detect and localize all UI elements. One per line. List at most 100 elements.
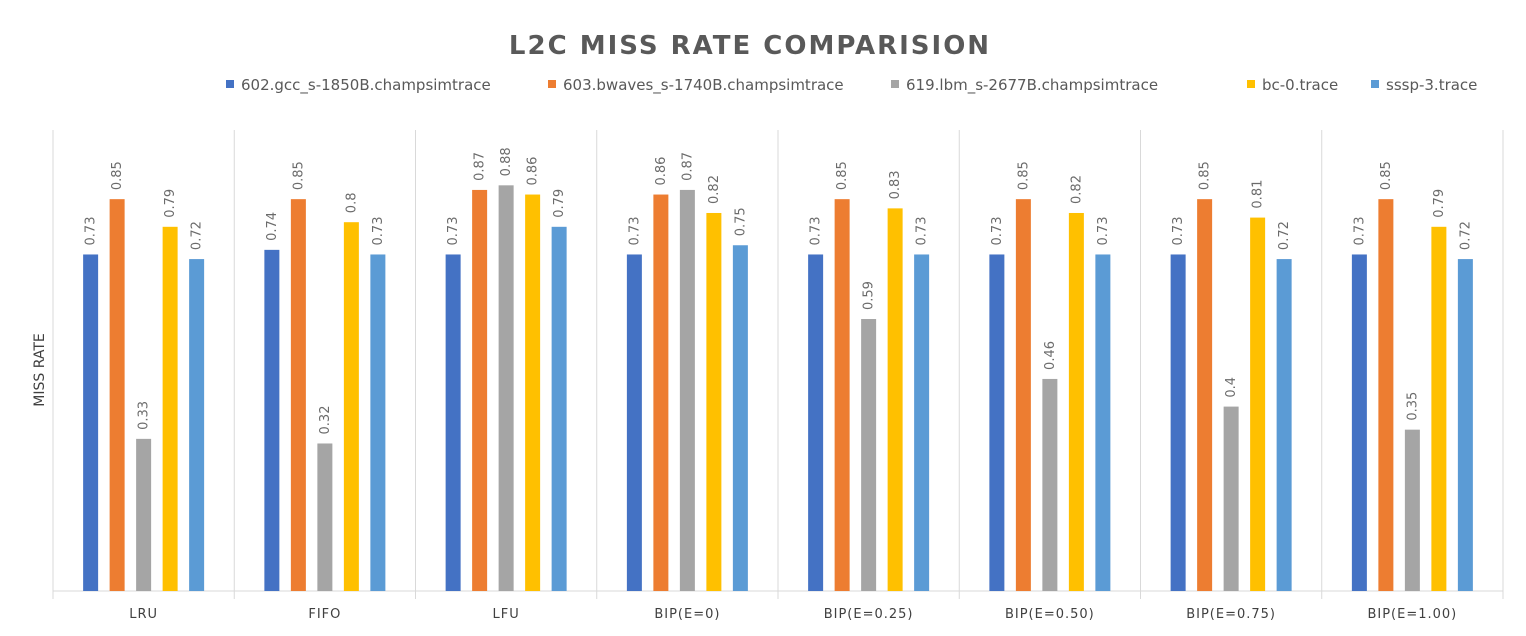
y-axis-label: MISS RATE (32, 333, 48, 406)
legend: 602.gcc_s-1850B.champsimtrace 603.bwaves_… (226, 76, 1477, 95)
data-label: 0.8 (344, 193, 359, 214)
data-label: 0.73 (627, 217, 642, 246)
bar (1378, 199, 1394, 591)
bar (706, 212, 722, 592)
bar (887, 208, 903, 591)
data-label: 0.85 (1379, 161, 1394, 190)
bar (732, 245, 748, 591)
bar (1068, 212, 1084, 592)
data-label: 0.72 (1458, 221, 1473, 250)
data-label: 0.33 (137, 401, 152, 430)
bar (1015, 199, 1031, 591)
bar (1197, 199, 1213, 591)
legend-entry-label: bc-0.trace (1262, 76, 1338, 94)
category-tick-label: LFU (493, 607, 520, 622)
data-label: 0.79 (163, 189, 178, 218)
category-tick-label: BIP(E=1.00) (1367, 607, 1457, 622)
bar (551, 226, 567, 591)
legend-swatch (1247, 80, 1255, 88)
legend-swatch (226, 80, 234, 88)
data-label: 0.85 (835, 161, 850, 190)
data-label: 0.85 (1198, 161, 1213, 190)
bar (317, 443, 333, 591)
bar (525, 194, 541, 592)
data-label: 0.85 (1016, 161, 1031, 190)
data-label: 0.59 (862, 281, 877, 310)
chart-title: L2C MISS RATE COMPARISION (509, 31, 991, 61)
data-label: 0.79 (552, 189, 567, 218)
data-label: 0.74 (265, 212, 280, 241)
data-label: 0.73 (1352, 217, 1367, 246)
data-label: 0.85 (110, 161, 125, 190)
category-tick-label: LRU (129, 607, 158, 622)
bar (290, 199, 306, 591)
bar (1276, 259, 1292, 591)
data-label: 0.4 (1224, 377, 1239, 398)
bar (679, 189, 695, 591)
bar (1250, 217, 1266, 591)
category-tick-label: BIP(E=0.25) (824, 607, 914, 622)
legend-swatch (1371, 80, 1379, 88)
data-label: 0.81 (1251, 180, 1266, 209)
category-tick-label: BIP(E=0.75) (1186, 607, 1276, 622)
bar (136, 438, 152, 591)
bar (264, 249, 280, 592)
bar (1351, 254, 1367, 591)
data-label: 0.73 (84, 217, 99, 246)
data-label: 0.87 (680, 152, 695, 181)
legend-entry-label: sssp-3.trace (1386, 76, 1477, 94)
data-label: 0.85 (291, 161, 306, 190)
bar (1223, 406, 1239, 591)
data-label: 0.87 (473, 152, 488, 181)
bar (1457, 259, 1473, 591)
bar (626, 254, 642, 591)
data-label: 0.75 (733, 207, 748, 236)
bar (989, 254, 1005, 591)
data-label: 0.83 (888, 170, 903, 199)
data-label: 0.73 (990, 217, 1005, 246)
bar (343, 222, 359, 591)
bar (808, 254, 824, 591)
data-label: 0.72 (1277, 221, 1292, 250)
data-label: 0.35 (1405, 392, 1420, 421)
bar (1095, 254, 1111, 591)
bar (498, 185, 514, 591)
data-label: 0.72 (190, 221, 205, 250)
legend-swatch (548, 80, 556, 88)
category-tick-label: BIP(E=0.50) (1005, 607, 1095, 622)
legend-swatch (891, 80, 899, 88)
category-tick-label: FIFO (308, 607, 341, 622)
bar (1404, 429, 1420, 591)
bar (370, 254, 386, 591)
data-label: 0.73 (809, 217, 824, 246)
data-label: 0.73 (915, 217, 930, 246)
data-label: 0.88 (499, 147, 514, 176)
legend-entry-label: 603.bwaves_s-1740B.champsimtrace (563, 76, 844, 95)
category-tick-label: BIP(E=0) (654, 607, 720, 622)
bar (1431, 226, 1447, 591)
bar (472, 189, 488, 591)
bar (83, 254, 99, 591)
bar (1042, 378, 1058, 591)
data-label: 0.73 (1171, 217, 1186, 246)
bar (834, 199, 850, 591)
bar (653, 194, 669, 592)
bar (914, 254, 930, 591)
data-label: 0.73 (1096, 217, 1111, 246)
data-label: 0.86 (526, 157, 541, 186)
data-label: 0.32 (318, 406, 333, 435)
data-label: 0.86 (654, 157, 669, 186)
plot-area: 0.73 0.85 0.33 0.79 0.72 LRU 0.74 0.85 0.32 0.8 0.… (52, 130, 1504, 622)
data-label: 0.79 (1432, 189, 1447, 218)
bar (445, 254, 461, 591)
bar (162, 226, 178, 591)
data-label: 0.82 (1069, 175, 1084, 204)
legend-entry-label: 602.gcc_s-1850B.champsimtrace (241, 76, 491, 95)
bar (861, 319, 877, 591)
bar (109, 199, 125, 591)
legend-entry-label: 619.lbm_s-2677B.champsimtrace (906, 76, 1158, 95)
data-label: 0.73 (446, 217, 461, 246)
data-label: 0.46 (1043, 341, 1058, 370)
